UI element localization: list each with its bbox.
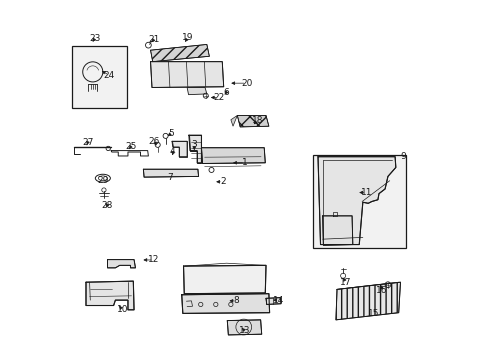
- Text: 22: 22: [213, 93, 224, 102]
- Polygon shape: [143, 169, 198, 177]
- Text: 1: 1: [242, 158, 247, 167]
- Text: 21: 21: [148, 35, 160, 44]
- Text: 6: 6: [223, 87, 229, 96]
- Polygon shape: [150, 44, 209, 62]
- Polygon shape: [150, 62, 223, 87]
- Polygon shape: [86, 281, 134, 310]
- Text: 10: 10: [117, 305, 128, 314]
- Bar: [312, 155, 405, 248]
- Text: 23: 23: [89, 34, 100, 43]
- Polygon shape: [183, 265, 265, 294]
- Text: 4: 4: [170, 147, 175, 156]
- Text: 15: 15: [367, 309, 379, 318]
- Text: 9: 9: [400, 152, 406, 161]
- Polygon shape: [201, 148, 265, 163]
- Text: 19: 19: [182, 33, 193, 42]
- Polygon shape: [182, 294, 269, 314]
- Text: 18: 18: [251, 116, 263, 125]
- Polygon shape: [335, 282, 400, 320]
- Polygon shape: [237, 116, 268, 127]
- Text: 29: 29: [97, 176, 108, 185]
- Text: 20: 20: [241, 79, 252, 88]
- Text: 27: 27: [82, 138, 93, 147]
- Polygon shape: [317, 157, 395, 244]
- Text: 3: 3: [191, 140, 197, 149]
- Text: 7: 7: [167, 173, 172, 182]
- Text: 25: 25: [125, 142, 136, 151]
- Polygon shape: [188, 135, 201, 163]
- Bar: [72, 45, 127, 108]
- Text: 26: 26: [148, 137, 160, 146]
- Text: 28: 28: [102, 201, 113, 210]
- Text: 17: 17: [339, 278, 351, 287]
- Text: 14: 14: [273, 296, 284, 305]
- Text: 2: 2: [220, 177, 225, 186]
- Text: 24: 24: [103, 71, 115, 80]
- Polygon shape: [322, 216, 352, 245]
- Polygon shape: [107, 260, 135, 268]
- Polygon shape: [265, 298, 281, 305]
- Polygon shape: [187, 87, 206, 95]
- Text: 8: 8: [233, 296, 239, 305]
- Text: 16: 16: [375, 286, 387, 295]
- Polygon shape: [230, 116, 237, 126]
- Text: 11: 11: [360, 188, 371, 197]
- Text: 12: 12: [148, 256, 159, 265]
- Polygon shape: [172, 141, 187, 157]
- Text: 5: 5: [168, 129, 174, 138]
- Polygon shape: [227, 320, 261, 335]
- Text: 13: 13: [238, 326, 250, 335]
